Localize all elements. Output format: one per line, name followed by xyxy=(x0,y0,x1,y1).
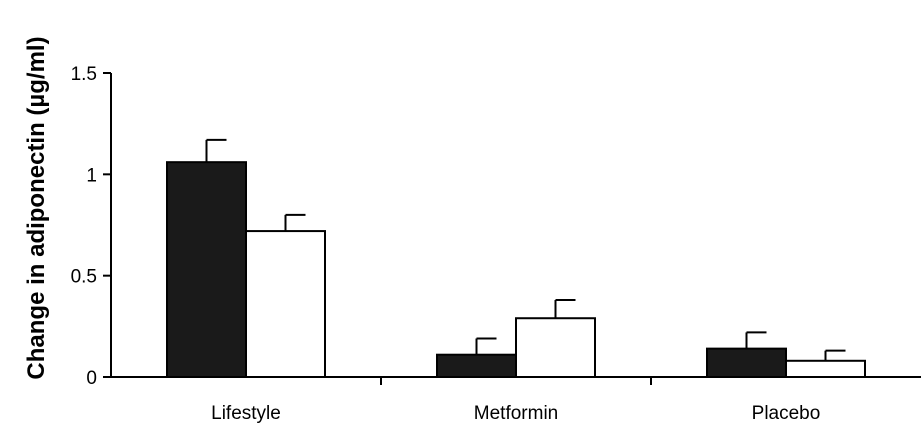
bars xyxy=(166,138,866,379)
x-category-label: Metformin xyxy=(474,403,558,424)
bar-metformin-1 xyxy=(436,353,517,378)
y-axis-title: Change in adiponectin (µg/ml) xyxy=(23,36,50,379)
y-tick-label: 1 xyxy=(86,165,97,186)
bar-lifestyle-1 xyxy=(166,161,247,378)
y-tick-label: 0 xyxy=(86,368,97,389)
y-tick-label: 0.5 xyxy=(71,267,97,288)
y-tick-label: 1.5 xyxy=(71,64,97,85)
bar-placebo-2 xyxy=(785,359,866,378)
bar-placebo-1 xyxy=(706,347,787,379)
x-category-label: Placebo xyxy=(752,403,821,424)
labels: 0 0.5 1 1.5 Lifestyle Metformin Placebo xyxy=(71,64,821,424)
bar-metformin-2 xyxy=(515,317,596,378)
bar-lifestyle-2 xyxy=(245,230,326,378)
x-category-label: Lifestyle xyxy=(211,403,281,424)
